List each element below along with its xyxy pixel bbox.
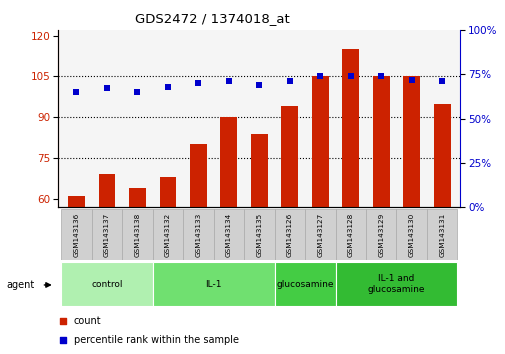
Point: [164, 84, 172, 90]
Text: GSM143129: GSM143129: [377, 213, 383, 257]
Point: [59, 319, 67, 324]
Text: GSM143130: GSM143130: [408, 213, 414, 257]
Text: GSM143128: GSM143128: [347, 213, 353, 257]
Text: IL-1 and
glucosamine: IL-1 and glucosamine: [367, 274, 424, 294]
Point: [133, 89, 141, 95]
Point: [72, 89, 80, 95]
Bar: [342, 49, 359, 354]
Text: GSM143131: GSM143131: [438, 213, 444, 257]
Point: [285, 79, 293, 84]
Text: percentile rank within the sample: percentile rank within the sample: [73, 335, 238, 345]
Bar: [153, 209, 183, 260]
Bar: [98, 175, 115, 354]
Bar: [311, 76, 328, 354]
Text: agent: agent: [6, 280, 34, 290]
Bar: [274, 262, 335, 306]
Text: GSM143132: GSM143132: [165, 213, 171, 257]
Bar: [365, 209, 396, 260]
Bar: [372, 76, 389, 354]
Text: GSM143137: GSM143137: [104, 213, 110, 257]
Text: IL-1: IL-1: [205, 280, 221, 289]
Bar: [274, 209, 305, 260]
Text: control: control: [91, 280, 122, 289]
Text: GSM143127: GSM143127: [317, 213, 323, 257]
Bar: [189, 144, 207, 354]
Bar: [61, 262, 153, 306]
Bar: [426, 209, 457, 260]
Point: [407, 77, 415, 82]
Bar: [433, 104, 449, 354]
Text: GSM143136: GSM143136: [73, 213, 79, 257]
Bar: [159, 177, 176, 354]
Text: GSM143138: GSM143138: [134, 213, 140, 257]
Bar: [402, 76, 419, 354]
Point: [224, 79, 232, 84]
Point: [346, 73, 354, 79]
Point: [316, 73, 324, 79]
Bar: [281, 106, 297, 354]
Text: GDS2472 / 1374018_at: GDS2472 / 1374018_at: [135, 12, 289, 25]
Point: [255, 82, 263, 88]
Bar: [68, 196, 85, 354]
Text: glucosamine: glucosamine: [276, 280, 333, 289]
Point: [59, 337, 67, 343]
Bar: [61, 209, 91, 260]
Point: [194, 80, 202, 86]
Bar: [213, 209, 243, 260]
Bar: [220, 117, 237, 354]
Text: GSM143135: GSM143135: [256, 213, 262, 257]
Bar: [91, 209, 122, 260]
Point: [376, 73, 384, 79]
Bar: [122, 209, 153, 260]
Text: GSM143126: GSM143126: [286, 213, 292, 257]
Bar: [250, 133, 267, 354]
Bar: [153, 262, 274, 306]
Bar: [129, 188, 145, 354]
Bar: [183, 209, 213, 260]
Bar: [335, 209, 365, 260]
Bar: [305, 209, 335, 260]
Bar: [243, 209, 274, 260]
Point: [437, 79, 445, 84]
Point: [103, 86, 111, 91]
Text: GSM143134: GSM143134: [225, 213, 231, 257]
Text: count: count: [73, 316, 101, 326]
Text: GSM143133: GSM143133: [195, 213, 201, 257]
Bar: [396, 209, 426, 260]
Bar: [335, 262, 457, 306]
